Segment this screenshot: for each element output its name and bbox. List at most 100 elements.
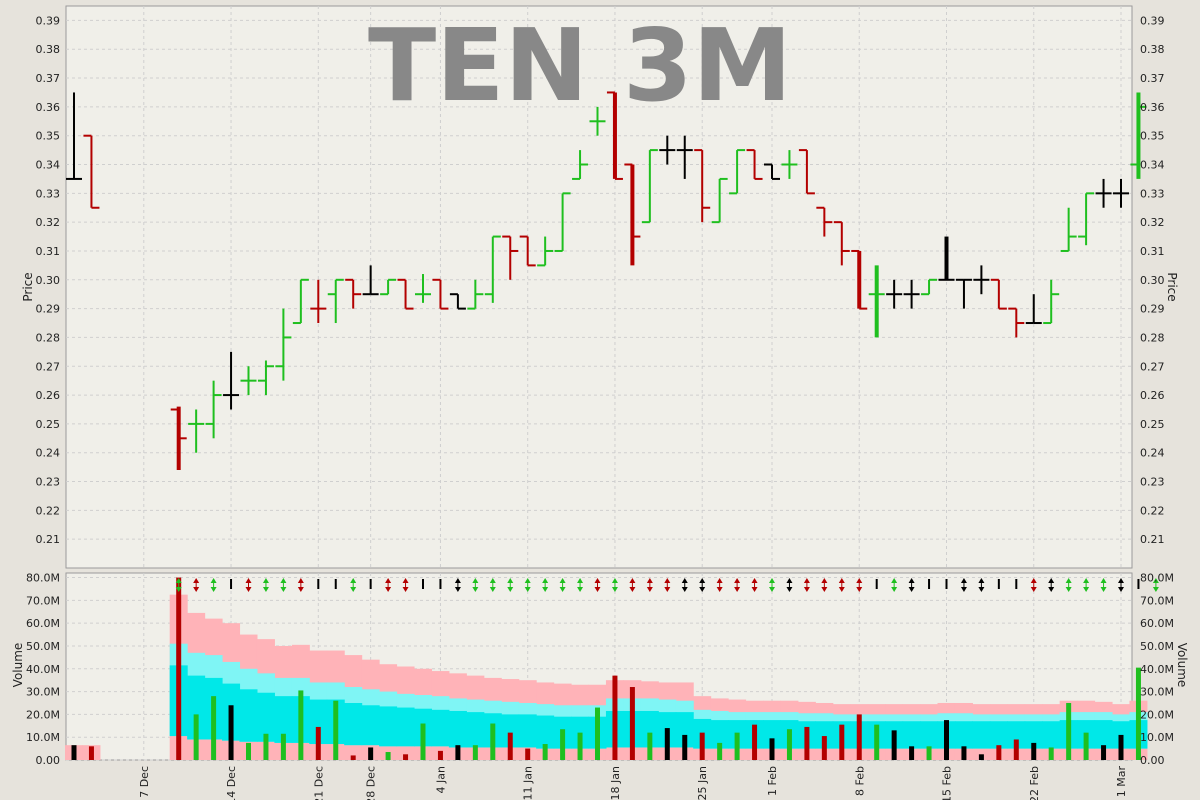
down-arrow-icon <box>803 587 810 592</box>
up-arrow-icon <box>664 578 671 583</box>
ohlc-bar <box>990 278 1007 310</box>
down-arrow-icon <box>262 587 269 592</box>
up-arrow-icon <box>646 578 653 583</box>
up-arrow-icon <box>1030 578 1037 583</box>
price-tick-label-right: 0.34 <box>1140 159 1165 172</box>
volume-band-core <box>710 720 729 749</box>
date-tick-label: 4 Jan <box>434 766 447 793</box>
ohlc-bar <box>519 235 536 267</box>
price-tick-label-right: 0.35 <box>1140 130 1165 143</box>
ohlc-bar <box>816 206 833 237</box>
date-tick-label: 22 Feb <box>1028 766 1041 800</box>
ohlc-bar <box>1095 178 1112 208</box>
down-arrow-icon <box>699 587 706 592</box>
volume-band-core <box>1007 721 1026 749</box>
price-bars <box>66 91 1147 471</box>
volume-band-core <box>256 692 275 742</box>
volume-bar <box>1013 739 1019 760</box>
volume-bar <box>752 724 758 760</box>
up-arrow-icon <box>611 578 618 583</box>
up-arrow-icon <box>350 578 357 583</box>
signal-marker <box>1030 578 1037 592</box>
ohlc-bar <box>415 274 431 303</box>
volume-bar <box>228 705 234 760</box>
price-tick-label-right: 0.32 <box>1140 216 1165 229</box>
up-arrow-icon <box>542 578 549 583</box>
signal-marker <box>489 578 496 592</box>
volume-bar <box>350 755 356 760</box>
ohlc-bar <box>851 249 868 310</box>
volume-tick-label-left: 0.00 <box>36 754 61 767</box>
signal-marker <box>891 578 898 592</box>
signal-marker <box>402 578 409 592</box>
ohlc-bar <box>624 163 641 266</box>
ohlc-bar <box>729 149 746 195</box>
down-arrow-icon <box>821 587 828 592</box>
volume-band-core <box>640 710 659 748</box>
volume-bar <box>1135 667 1141 760</box>
ohlc-bar <box>868 265 885 338</box>
down-arrow-icon <box>908 587 915 592</box>
volume-band-core <box>536 715 555 749</box>
volume-bar <box>577 732 583 760</box>
signal-marker <box>542 578 549 592</box>
price-tick-label-left: 0.35 <box>36 130 61 143</box>
volume-bar <box>647 732 653 760</box>
down-arrow-icon <box>559 587 566 592</box>
up-arrow-icon <box>629 578 636 583</box>
down-arrow-icon <box>611 587 618 592</box>
volume-bar <box>874 724 880 760</box>
price-tick-label-left: 0.34 <box>36 159 61 172</box>
down-arrow-icon <box>577 587 584 592</box>
ohlc-bar <box>449 293 466 310</box>
down-arrow-icon <box>1083 587 1090 592</box>
up-arrow-icon <box>751 578 758 583</box>
signal-marker <box>751 578 758 592</box>
ohlc-bar <box>484 235 501 303</box>
up-arrow-icon <box>960 578 967 583</box>
up-arrow-icon <box>594 578 601 583</box>
volume-tick-label-right: 0.00 <box>1140 754 1165 767</box>
volume-tick-label-left: 40.0M <box>26 663 60 676</box>
volume-tick-label-right: 80.0M <box>1140 572 1174 585</box>
down-arrow-icon <box>472 587 479 592</box>
up-arrow-icon <box>1100 578 1107 583</box>
signal-marker <box>594 578 601 592</box>
volume-bar <box>1118 734 1124 760</box>
volume-bar <box>699 732 705 760</box>
ohlc-bar <box>589 106 606 136</box>
down-arrow-icon <box>646 587 653 592</box>
ohlc-bar <box>973 265 990 295</box>
price-tick-label-left: 0.39 <box>36 14 61 27</box>
signal-marker <box>210 578 217 592</box>
up-arrow-icon <box>1048 578 1055 583</box>
signal-marker <box>646 578 653 592</box>
signal-marker <box>245 578 252 592</box>
ohlc-bar <box>833 221 850 266</box>
price-tick-label-left: 0.27 <box>36 360 61 373</box>
price-tick-label-left: 0.24 <box>36 447 61 460</box>
chart-title-watermark: TEN 3M <box>368 7 792 124</box>
volume-bar <box>1101 745 1107 760</box>
volume-bar <box>280 733 286 760</box>
price-gridlines <box>66 6 1132 568</box>
up-arrow-icon <box>821 578 828 583</box>
down-arrow-icon <box>681 587 688 592</box>
signal-marker <box>385 578 392 592</box>
price-tick-label-left: 0.28 <box>36 331 61 344</box>
volume-tick-label-right: 70.0M <box>1140 594 1174 607</box>
down-arrow-icon <box>1030 587 1037 592</box>
volume-bar <box>455 745 461 760</box>
up-arrow-icon <box>472 578 479 583</box>
volume-bar <box>88 746 94 760</box>
volume-band-core <box>239 689 258 742</box>
down-arrow-icon <box>454 587 461 592</box>
date-tick-label: 18 Jan <box>609 766 622 800</box>
up-arrow-icon <box>908 578 915 583</box>
volume-bar <box>978 754 984 760</box>
volume-band-core <box>902 721 921 749</box>
volume-bar <box>176 577 182 760</box>
ohlc-bar <box>257 360 274 396</box>
down-arrow-icon <box>856 587 863 592</box>
